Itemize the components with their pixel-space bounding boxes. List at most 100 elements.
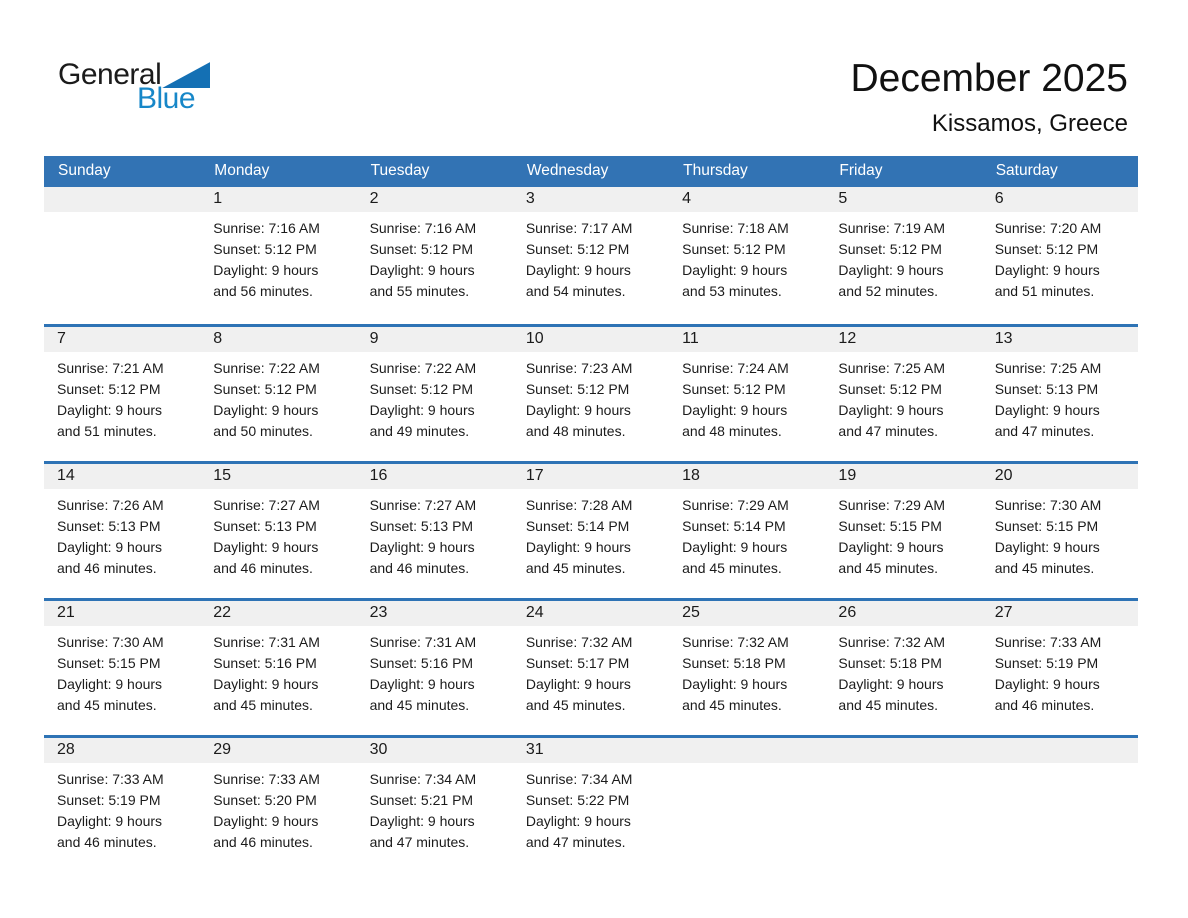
day-number: 15 xyxy=(200,464,357,489)
logo-word-blue: Blue xyxy=(137,82,196,115)
day-cell-18: 18 Sunrise: 7:29 AM Sunset: 5:14 PM Dayligh… xyxy=(669,464,826,598)
detail-line: Daylight: 9 hours xyxy=(369,813,475,829)
detail-line: Sunset: 5:14 PM xyxy=(682,518,786,534)
day-number: 14 xyxy=(44,464,201,489)
day-details: Sunrise: 7:22 AM Sunset: 5:12 PM Daylight:… xyxy=(200,352,356,442)
day-details: Sunrise: 7:22 AM Sunset: 5:12 PM Daylight:… xyxy=(357,352,513,442)
day-number: 6 xyxy=(981,187,1138,212)
detail-line: Daylight: 9 hours xyxy=(57,539,163,555)
day-number: 28 xyxy=(44,738,201,763)
day-details: Sunrise: 7:19 AM Sunset: 5:12 PM Daylight:… xyxy=(825,212,981,302)
detail-line: and 46 minutes. xyxy=(57,560,157,576)
detail-line: Sunset: 5:12 PM xyxy=(682,241,786,257)
detail-line: Daylight: 9 hours xyxy=(994,262,1100,278)
day-details: Sunrise: 7:25 AM Sunset: 5:13 PM Daylight:… xyxy=(982,352,1138,442)
day-number xyxy=(981,738,1138,763)
week-row: 14 Sunrise: 7:26 AM Sunset: 5:13 PM Dayligh… xyxy=(44,461,1138,598)
detail-line: Daylight: 9 hours xyxy=(369,676,475,692)
detail-line: Sunset: 5:15 PM xyxy=(838,518,942,534)
detail-line: Sunrise: 7:32 AM xyxy=(838,634,946,650)
day-number: 19 xyxy=(825,464,982,489)
detail-line: Sunrise: 7:19 AM xyxy=(838,220,946,236)
day-cell-23: 23 Sunrise: 7:31 AM Sunset: 5:16 PM Dayligh… xyxy=(356,601,513,735)
day-cell-6: 6 Sunrise: 7:20 AM Sunset: 5:12 PM Daylight… xyxy=(981,187,1138,324)
detail-line: Sunset: 5:18 PM xyxy=(682,655,786,671)
day-cell-20: 20 Sunrise: 7:30 AM Sunset: 5:15 PM Dayligh… xyxy=(981,464,1138,598)
detail-line: Sunset: 5:12 PM xyxy=(682,381,786,397)
detail-line: Daylight: 9 hours xyxy=(213,539,319,555)
detail-line: Sunset: 5:16 PM xyxy=(369,655,474,671)
day-number xyxy=(669,738,826,763)
day-cell-7: 7 Sunrise: 7:21 AM Sunset: 5:12 PM Daylight… xyxy=(44,327,201,461)
detail-line: Sunrise: 7:24 AM xyxy=(682,360,789,376)
detail-line: and 45 minutes. xyxy=(57,697,157,713)
weekday-header-friday: Friday xyxy=(839,162,883,179)
day-cell-19: 19 Sunrise: 7:29 AM Sunset: 5:15 PM Dayligh… xyxy=(825,464,982,598)
detail-line: and 46 minutes. xyxy=(57,834,157,850)
detail-line: Daylight: 9 hours xyxy=(525,402,631,418)
detail-line: Daylight: 9 hours xyxy=(682,676,788,692)
day-details: Sunrise: 7:32 AM Sunset: 5:17 PM Daylight:… xyxy=(513,626,669,716)
day-details: Sunrise: 7:30 AM Sunset: 5:15 PM Daylight:… xyxy=(44,626,200,716)
general-blue-logo: General Blue xyxy=(58,60,211,115)
detail-line: Sunrise: 7:27 AM xyxy=(213,497,320,513)
detail-line: Daylight: 9 hours xyxy=(213,813,319,829)
logo-top-line: General xyxy=(58,60,211,90)
detail-line: and 46 minutes. xyxy=(369,560,470,576)
detail-line: Sunset: 5:12 PM xyxy=(838,381,942,397)
detail-line: Daylight: 9 hours xyxy=(682,402,788,418)
detail-line: and 47 minutes. xyxy=(838,423,939,439)
day-number: 1 xyxy=(200,187,357,212)
detail-line: Sunrise: 7:29 AM xyxy=(682,497,789,513)
detail-line: Sunrise: 7:23 AM xyxy=(525,360,633,376)
day-number: 25 xyxy=(669,601,826,626)
day-details: Sunrise: 7:31 AM Sunset: 5:16 PM Daylight:… xyxy=(357,626,513,716)
detail-line: Sunset: 5:16 PM xyxy=(213,655,317,671)
day-cell-12: 12 Sunrise: 7:25 AM Sunset: 5:12 PM Dayligh… xyxy=(825,327,982,461)
detail-line: and 45 minutes. xyxy=(369,697,470,713)
day-details xyxy=(982,763,1138,769)
day-number: 5 xyxy=(825,187,982,212)
detail-line: Sunrise: 7:32 AM xyxy=(525,634,633,650)
detail-line: Sunset: 5:12 PM xyxy=(369,241,474,257)
day-details: Sunrise: 7:21 AM Sunset: 5:12 PM Daylight:… xyxy=(44,352,200,442)
detail-line: and 47 minutes. xyxy=(525,834,626,850)
detail-line: Daylight: 9 hours xyxy=(994,539,1100,555)
day-details: Sunrise: 7:25 AM Sunset: 5:12 PM Daylight:… xyxy=(825,352,981,442)
detail-line: Sunrise: 7:34 AM xyxy=(525,771,633,787)
detail-line: Sunset: 5:13 PM xyxy=(57,518,161,534)
day-details: Sunrise: 7:34 AM Sunset: 5:21 PM Daylight:… xyxy=(357,763,513,853)
weekday-header-thursday: Thursday xyxy=(683,162,748,179)
detail-line: Sunset: 5:14 PM xyxy=(525,518,630,534)
day-details: Sunrise: 7:27 AM Sunset: 5:13 PM Daylight:… xyxy=(200,489,356,579)
calendar-table: Sunday Monday Tuesday Wednesday Thursday… xyxy=(44,156,1138,872)
day-details: Sunrise: 7:26 AM Sunset: 5:13 PM Daylight:… xyxy=(44,489,200,579)
day-number: 17 xyxy=(512,464,670,489)
day-cell-10: 10 Sunrise: 7:23 AM Sunset: 5:12 PM Dayligh… xyxy=(512,327,670,461)
detail-line: and 47 minutes. xyxy=(369,834,470,850)
day-details: Sunrise: 7:20 AM Sunset: 5:12 PM Daylight:… xyxy=(982,212,1138,302)
day-details: Sunrise: 7:32 AM Sunset: 5:18 PM Daylight:… xyxy=(669,626,825,716)
day-number: 16 xyxy=(356,464,513,489)
day-number: 13 xyxy=(981,327,1138,352)
day-cell-25: 25 Sunrise: 7:32 AM Sunset: 5:18 PM Dayligh… xyxy=(669,601,826,735)
detail-line: and 51 minutes. xyxy=(57,423,157,439)
day-cell-14: 14 Sunrise: 7:26 AM Sunset: 5:13 PM Dayligh… xyxy=(44,464,201,598)
detail-line: Sunrise: 7:21 AM xyxy=(57,360,164,376)
detail-line: Daylight: 9 hours xyxy=(57,402,163,418)
detail-line: Daylight: 9 hours xyxy=(525,539,631,555)
detail-line: Sunset: 5:19 PM xyxy=(994,655,1099,671)
detail-line: Sunrise: 7:30 AM xyxy=(994,497,1102,513)
detail-line: Sunrise: 7:33 AM xyxy=(213,771,320,787)
day-details: Sunrise: 7:23 AM Sunset: 5:12 PM Daylight:… xyxy=(513,352,669,442)
day-cell-3: 3 Sunrise: 7:17 AM Sunset: 5:12 PM Daylight… xyxy=(512,187,670,324)
detail-line: Sunrise: 7:22 AM xyxy=(369,360,477,376)
day-number: 21 xyxy=(44,601,201,626)
detail-line: Sunset: 5:15 PM xyxy=(57,655,161,671)
detail-line: Sunset: 5:13 PM xyxy=(213,518,317,534)
detail-line: and 54 minutes. xyxy=(525,283,626,299)
location-subtitle: Kissamos, Greece xyxy=(931,109,1128,137)
detail-line: and 45 minutes. xyxy=(213,697,313,713)
detail-line: Sunrise: 7:17 AM xyxy=(525,220,633,236)
day-number: 29 xyxy=(200,738,357,763)
